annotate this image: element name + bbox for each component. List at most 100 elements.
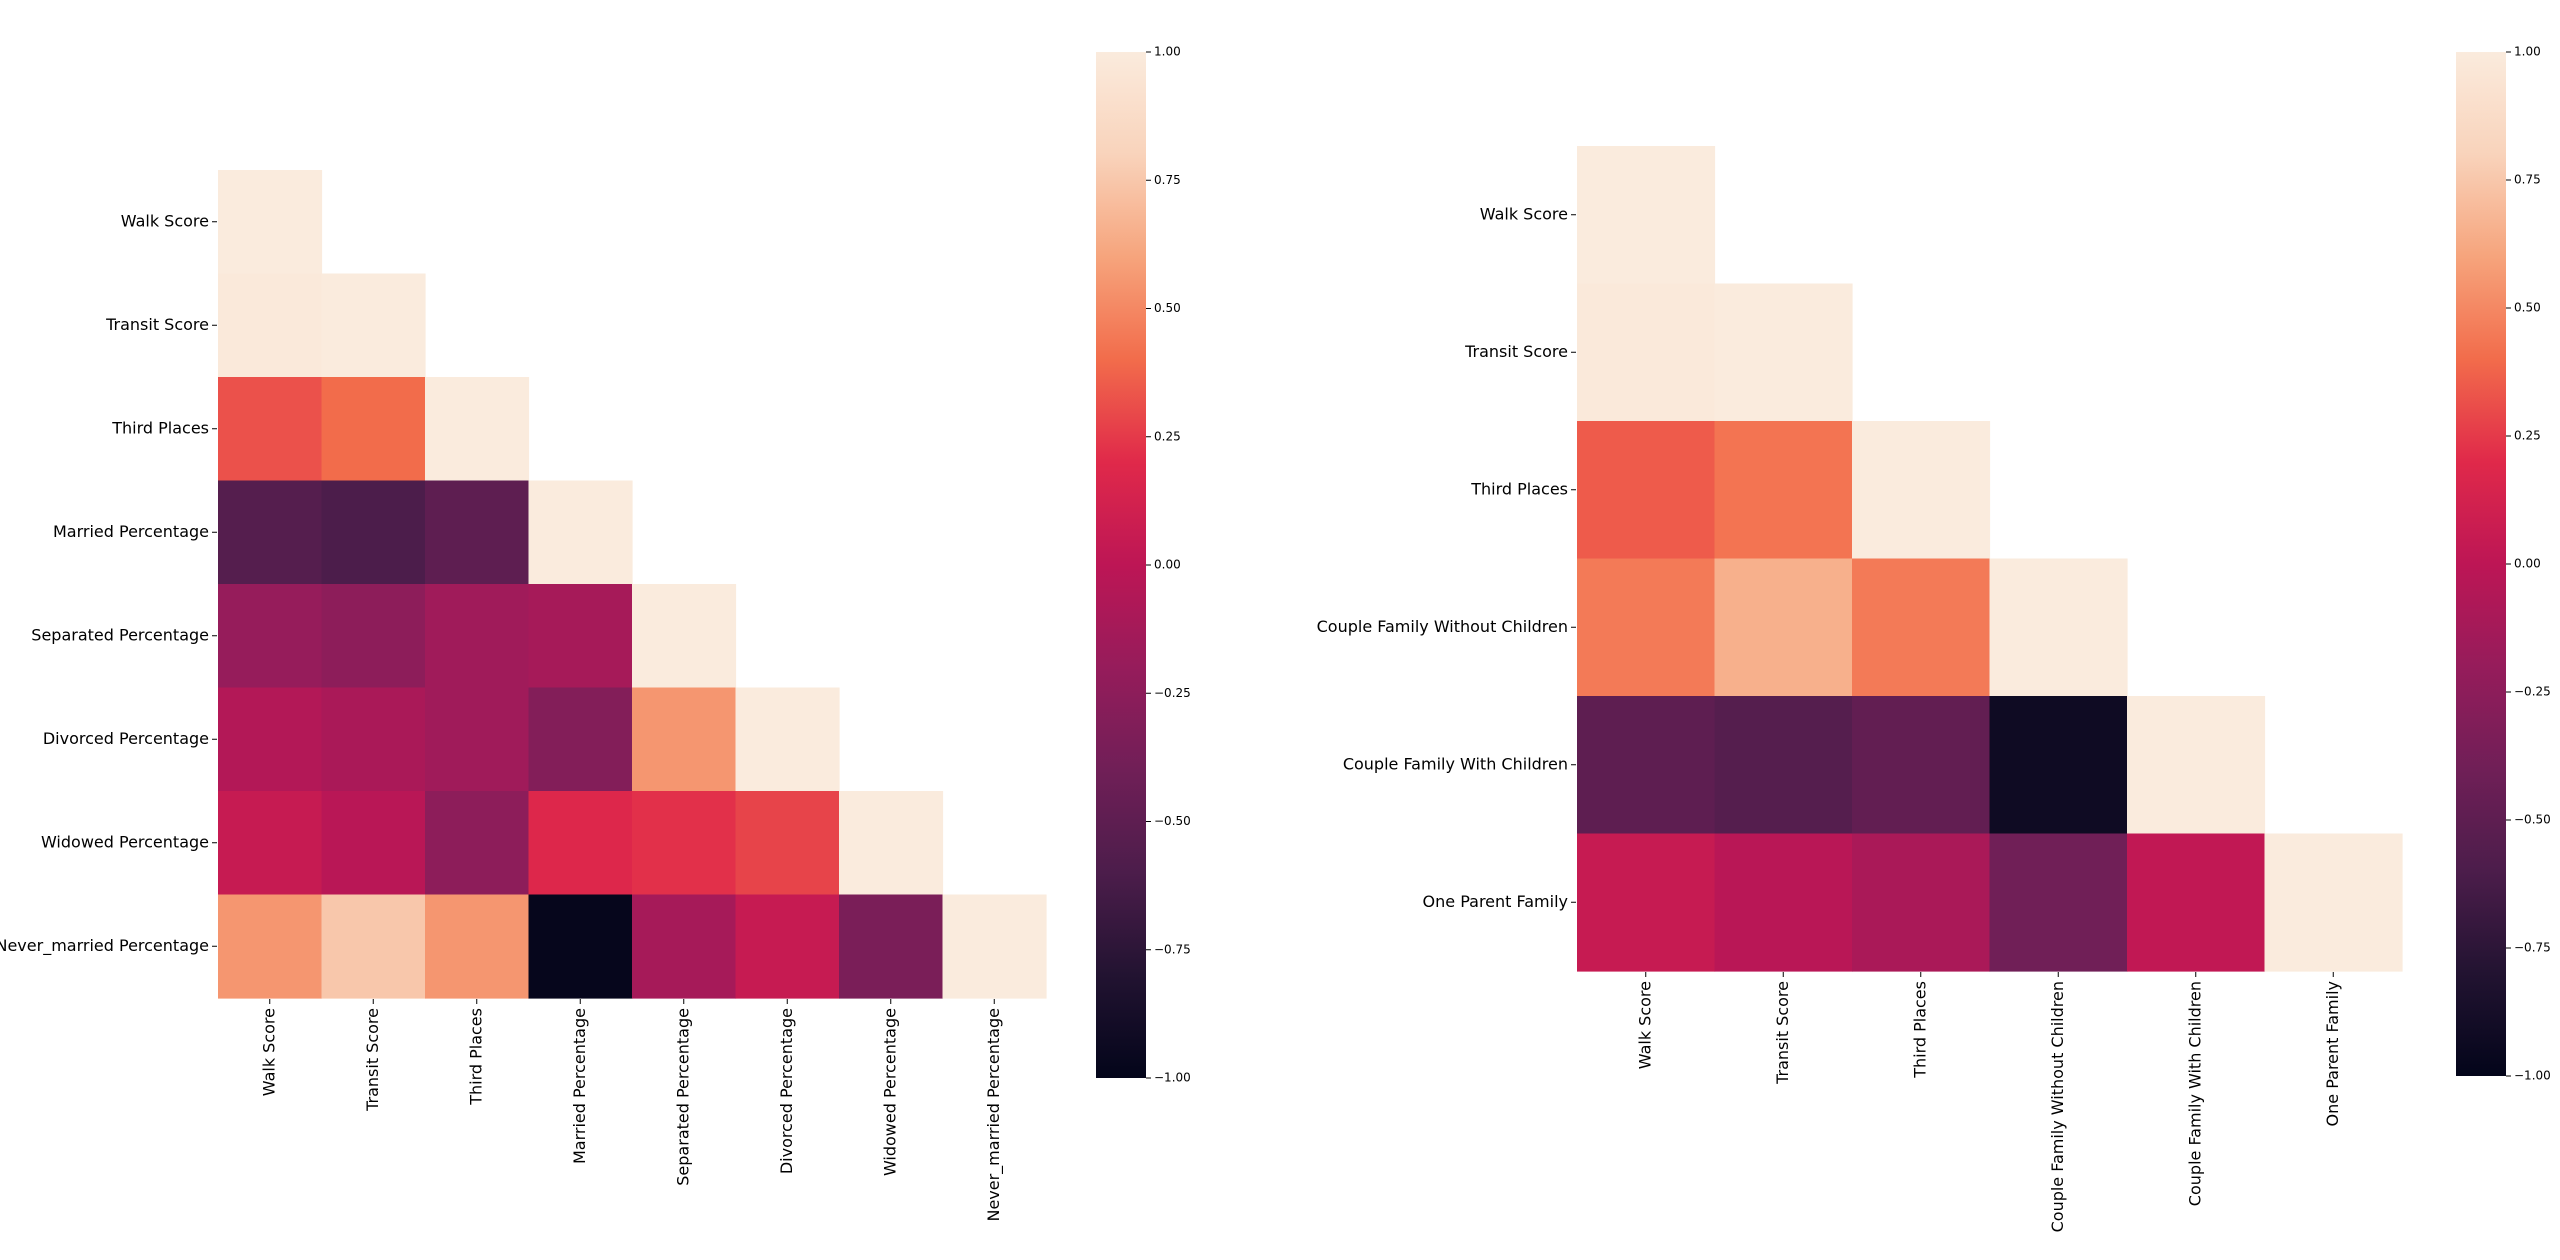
cell-walk-score-walk-score bbox=[1577, 146, 1716, 285]
row-label-third-places: Third Places bbox=[1470, 479, 1568, 498]
heatmap-marital: Walk Score Transit Score Third Places Marri… bbox=[0, 45, 1191, 1222]
col-label-transit-score: Transit Score bbox=[363, 1008, 382, 1112]
cell-widowed-percentage-walk-score bbox=[218, 791, 323, 896]
colorbar-tick-label: 0.00 bbox=[1154, 558, 1181, 572]
col-label-never-married-percentage: Never_married Percentage bbox=[984, 1008, 1004, 1222]
cell-transit-score-transit-score bbox=[321, 273, 426, 378]
col-label-married-percentage: Married Percentage bbox=[570, 1008, 589, 1164]
colorbar-tick-label: −1.00 bbox=[1154, 1071, 1191, 1085]
row-label-couple-family-with-children: Couple Family With Children bbox=[1343, 754, 1568, 773]
colorbar-tick-label: −1.00 bbox=[2514, 1069, 2551, 1083]
cell-third-places-walk-score bbox=[218, 377, 323, 482]
cell-never-married-percentage-separated-percentage bbox=[632, 894, 737, 999]
col-label-third-places: Third Places bbox=[466, 1008, 485, 1106]
col-label-walk-score: Walk Score bbox=[259, 1008, 278, 1096]
col-label-divorced-percentage: Divorced Percentage bbox=[777, 1008, 796, 1174]
cell-divorced-percentage-transit-score bbox=[321, 687, 426, 792]
colorbar-tick-label: 0.75 bbox=[2514, 173, 2541, 187]
cell-married-percentage-married-percentage bbox=[528, 480, 633, 585]
colorbar-tick-label: 0.25 bbox=[1154, 429, 1181, 443]
colorbar-tick-label: 0.50 bbox=[2514, 301, 2541, 315]
cell-never-married-percentage-widowed-percentage bbox=[839, 894, 944, 999]
cell-married-percentage-walk-score bbox=[218, 480, 323, 585]
cell-never-married-percentage-never-married-percentage bbox=[942, 894, 1047, 999]
cell-separated-percentage-separated-percentage bbox=[632, 584, 737, 689]
row-label-one-parent-family: One Parent Family bbox=[1423, 892, 1568, 911]
cell-couple-family-without-children-couple-family-without-children bbox=[1989, 558, 2128, 697]
row-label-walk-score: Walk Score bbox=[121, 211, 209, 230]
cell-never-married-percentage-married-percentage bbox=[528, 894, 633, 999]
colorbar-tick-label: 0.75 bbox=[1154, 173, 1181, 187]
colorbar bbox=[1096, 52, 1146, 1078]
cell-widowed-percentage-transit-score bbox=[321, 791, 426, 896]
cell-transit-score-transit-score bbox=[1714, 283, 1853, 422]
cell-one-parent-family-couple-family-with-children bbox=[2127, 833, 2266, 972]
colorbar-tick-label: 0.00 bbox=[2514, 557, 2541, 571]
heatmap-family: Walk Score Transit Score Third Places Coupl… bbox=[1317, 45, 2551, 1233]
cell-widowed-percentage-married-percentage bbox=[528, 791, 633, 896]
cell-couple-family-with-children-transit-score bbox=[1714, 696, 1853, 835]
cell-widowed-percentage-widowed-percentage bbox=[839, 791, 944, 896]
cell-married-percentage-third-places bbox=[425, 480, 530, 585]
cell-third-places-transit-score bbox=[321, 377, 426, 482]
row-label-married-percentage: Married Percentage bbox=[53, 522, 209, 541]
colorbar bbox=[2456, 52, 2506, 1076]
colorbar-tick-label: −0.25 bbox=[2514, 685, 2551, 699]
cell-divorced-percentage-married-percentage bbox=[528, 687, 633, 792]
cell-transit-score-walk-score bbox=[1577, 283, 1716, 422]
cell-couple-family-without-children-transit-score bbox=[1714, 558, 1853, 697]
cell-third-places-third-places bbox=[425, 377, 530, 482]
row-label-widowed-percentage: Widowed Percentage bbox=[41, 832, 209, 851]
cell-walk-score-walk-score bbox=[218, 170, 323, 275]
cell-third-places-third-places bbox=[1852, 421, 1991, 560]
col-label-transit-score: Transit Score bbox=[1773, 981, 1792, 1085]
cell-divorced-percentage-third-places bbox=[425, 687, 530, 792]
cell-couple-family-without-children-walk-score bbox=[1577, 558, 1716, 697]
cell-couple-family-with-children-walk-score bbox=[1577, 696, 1716, 835]
cell-never-married-percentage-walk-score bbox=[218, 894, 323, 999]
row-label-transit-score: Transit Score bbox=[1464, 342, 1568, 361]
row-label-couple-family-without-children: Couple Family Without Children bbox=[1317, 617, 1568, 636]
col-label-couple-family-with-children: Couple Family With Children bbox=[2185, 981, 2204, 1206]
cell-one-parent-family-couple-family-without-children bbox=[1989, 833, 2128, 972]
row-label-separated-percentage: Separated Percentage bbox=[31, 625, 209, 644]
col-label-one-parent-family: One Parent Family bbox=[2323, 981, 2342, 1126]
cell-separated-percentage-married-percentage bbox=[528, 584, 633, 689]
cell-third-places-transit-score bbox=[1714, 421, 1853, 560]
colorbar-tick-label: 0.50 bbox=[1154, 301, 1181, 315]
cell-one-parent-family-third-places bbox=[1852, 833, 1991, 972]
cell-couple-family-with-children-couple-family-without-children bbox=[1989, 696, 2128, 835]
row-label-third-places: Third Places bbox=[111, 418, 209, 437]
cell-couple-family-with-children-couple-family-with-children bbox=[2127, 696, 2266, 835]
colorbar-tick-label: 0.25 bbox=[2514, 429, 2541, 443]
col-label-walk-score: Walk Score bbox=[1635, 981, 1654, 1069]
cell-one-parent-family-transit-score bbox=[1714, 833, 1853, 972]
cell-divorced-percentage-walk-score bbox=[218, 687, 323, 792]
cell-divorced-percentage-divorced-percentage bbox=[735, 687, 840, 792]
colorbar-tick-label: −0.50 bbox=[1154, 814, 1191, 828]
cell-couple-family-without-children-third-places bbox=[1852, 558, 1991, 697]
cell-never-married-percentage-third-places bbox=[425, 894, 530, 999]
colorbar-tick-label: −0.75 bbox=[2514, 941, 2551, 955]
colorbar-tick-label: 1.00 bbox=[1154, 45, 1181, 59]
colorbar-tick-label: −0.25 bbox=[1154, 686, 1191, 700]
row-label-never-married-percentage: Never_married Percentage bbox=[0, 936, 209, 956]
cell-widowed-percentage-third-places bbox=[425, 791, 530, 896]
cell-couple-family-with-children-third-places bbox=[1852, 696, 1991, 835]
colorbar-tick-label: −0.75 bbox=[1154, 942, 1191, 956]
cell-never-married-percentage-divorced-percentage bbox=[735, 894, 840, 999]
cell-one-parent-family-walk-score bbox=[1577, 833, 1716, 972]
cell-transit-score-walk-score bbox=[218, 273, 323, 378]
cell-divorced-percentage-separated-percentage bbox=[632, 687, 737, 792]
cell-one-parent-family-one-parent-family bbox=[2264, 833, 2403, 972]
cell-separated-percentage-transit-score bbox=[321, 584, 426, 689]
cell-married-percentage-transit-score bbox=[321, 480, 426, 585]
row-label-walk-score: Walk Score bbox=[1480, 204, 1568, 223]
colorbar-tick-label: 1.00 bbox=[2514, 45, 2541, 59]
cell-widowed-percentage-divorced-percentage bbox=[735, 791, 840, 896]
cell-third-places-walk-score bbox=[1577, 421, 1716, 560]
row-label-transit-score: Transit Score bbox=[105, 315, 209, 334]
cell-widowed-percentage-separated-percentage bbox=[632, 791, 737, 896]
col-label-widowed-percentage: Widowed Percentage bbox=[880, 1008, 899, 1176]
